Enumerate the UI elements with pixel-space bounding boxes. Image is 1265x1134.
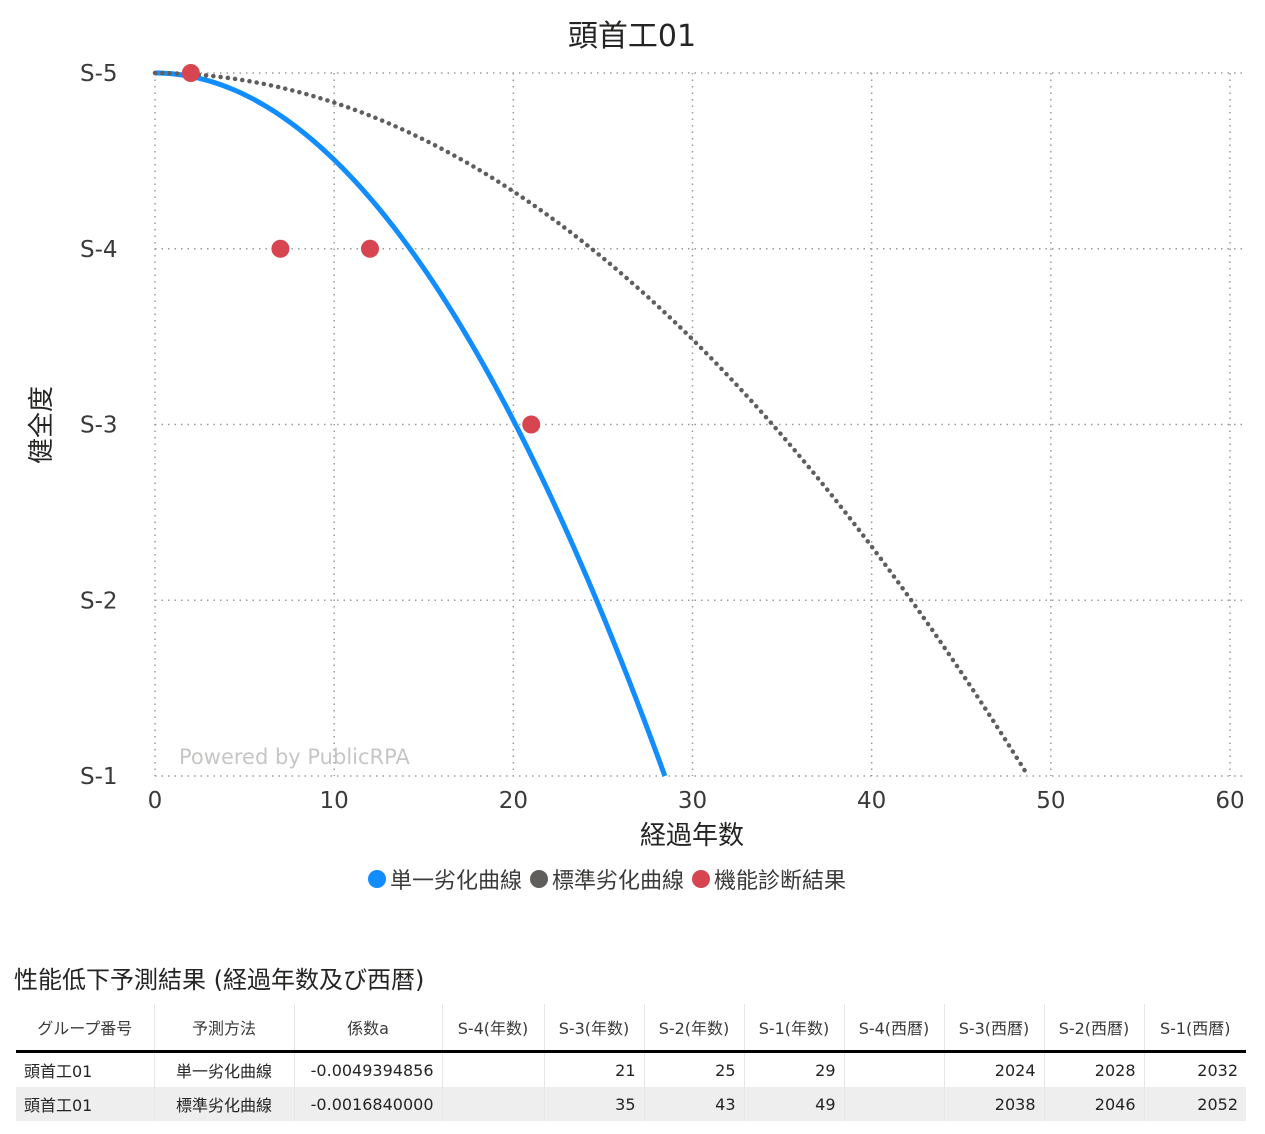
- grid-lines: [154, 72, 1242, 777]
- diagnosis-point: [522, 415, 541, 434]
- x-tick-label: 50: [1036, 788, 1065, 814]
- curves: [152, 70, 1031, 779]
- cell-s3-year: 2024: [943, 1051, 1044, 1087]
- x-tick-label: 60: [1215, 788, 1244, 814]
- x-tick-label: 10: [320, 788, 349, 814]
- chart-title: 頭首工01: [568, 19, 696, 54]
- cell-s1-years: 29: [743, 1051, 844, 1087]
- legend-label: 標準劣化曲線: [552, 869, 685, 894]
- legend-item-diagnosis[interactable]: 機能診断結果: [692, 863, 846, 895]
- cell-group: 頭首工01: [16, 1087, 154, 1121]
- legend-item-single-curve[interactable]: 単一劣化曲線: [368, 863, 522, 895]
- cell-method: 単一劣化曲線: [153, 1051, 294, 1087]
- col-header[interactable]: S-4(年数): [441, 1004, 544, 1053]
- cell-s3-years: 21: [543, 1051, 644, 1087]
- x-tick-label: 30: [678, 788, 707, 814]
- cell-s4-years: [441, 1051, 544, 1087]
- cell-s3-years: 35: [543, 1087, 644, 1121]
- cell-s2-year: 2028: [1043, 1051, 1144, 1087]
- x-tick-label: 0: [148, 788, 163, 814]
- legend-dot-blue-icon: [368, 870, 386, 888]
- diagnosis-point: [361, 239, 379, 258]
- col-header[interactable]: 予測方法: [153, 1004, 294, 1053]
- col-header[interactable]: S-2(西暦): [1043, 1004, 1144, 1053]
- col-header[interactable]: S-2(年数): [643, 1004, 744, 1053]
- single-curve-line: [154, 70, 668, 777]
- cell-s4-years: [441, 1087, 544, 1121]
- legend-item-standard-curve[interactable]: 標準劣化曲線: [530, 863, 684, 895]
- cell-s2-year: 2046: [1043, 1087, 1144, 1121]
- table-row: 頭首工01 単一劣化曲線 -0.0049394856 21 25 29 2024…: [16, 1051, 1246, 1087]
- tick-labels: 0 10 20 30 40 50 60 S-5 S-4 S-3 S-2 S-1: [80, 61, 1245, 814]
- col-header[interactable]: S-4(西暦): [843, 1004, 944, 1053]
- x-tick-label: 40: [857, 788, 886, 814]
- legend-dot-red-icon: [692, 870, 711, 888]
- col-header[interactable]: 係数a: [293, 1004, 442, 1053]
- y-axis-label: 健全度: [27, 386, 57, 464]
- diagnosis-point: [181, 64, 200, 82]
- cell-s1-years: 49: [743, 1087, 844, 1121]
- legend-label: 単一劣化曲線: [390, 869, 523, 894]
- table-title: 性能低下予測結果 (経過年数及び西暦): [14, 966, 425, 994]
- cell-s1-year: 2052: [1143, 1087, 1246, 1121]
- cell-s4-year: [843, 1087, 944, 1121]
- cell-method: 標準劣化曲線: [153, 1087, 294, 1121]
- cell-coefficient: -0.0016840000: [293, 1087, 442, 1121]
- prediction-table: グループ番号 予測方法 係数a S-4(年数) S-3(年数) S-2(年数) …: [16, 1004, 1246, 1121]
- cell-s1-year: 2032: [1143, 1051, 1246, 1087]
- legend-dot-gray-icon: [530, 870, 549, 888]
- col-header[interactable]: S-1(西暦): [1143, 1004, 1246, 1053]
- standard-curve-line: [152, 70, 1031, 779]
- cell-s2-years: 43: [643, 1087, 744, 1121]
- health-chart: 0 10 20 30 40 50 60 S-5 S-4 S-3 S-2 S-1 Powered by …: [27, 19, 1245, 851]
- diagnosis-point: [271, 239, 290, 258]
- cell-group: 頭首工01: [24, 1062, 93, 1081]
- col-header[interactable]: S-3(西暦): [943, 1004, 1044, 1053]
- cell-s3-year: 2038: [943, 1087, 1044, 1121]
- diagnosis-points: [181, 64, 541, 434]
- y-tick-label: S-5: [80, 61, 118, 87]
- col-header[interactable]: S-3(年数): [543, 1004, 644, 1053]
- cell-s2-years: 25: [643, 1051, 744, 1087]
- chart-legend: 単一劣化曲線 標準劣化曲線 機能診断結果: [368, 862, 854, 896]
- x-axis-label: 経過年数: [640, 821, 744, 851]
- legend-label: 機能診断結果: [714, 869, 847, 894]
- y-tick-label: S-1: [80, 764, 118, 790]
- watermark: Powered by PublicRPA: [179, 745, 410, 769]
- col-header[interactable]: S-1(年数): [743, 1004, 844, 1053]
- y-tick-label: S-3: [80, 413, 118, 439]
- table-header-row: グループ番号 予測方法 係数a S-4(年数) S-3(年数) S-2(年数) …: [16, 1004, 1246, 1053]
- col-header[interactable]: グループ番号: [16, 1004, 154, 1053]
- cell-s4-year: [843, 1051, 944, 1087]
- y-tick-label: S-4: [80, 237, 118, 263]
- y-tick-label: S-2: [80, 588, 118, 614]
- table-row: 頭首工01 標準劣化曲線 -0.0016840000 35 43 49 2038…: [16, 1087, 1246, 1121]
- cell-coefficient: -0.0049394856: [293, 1051, 442, 1087]
- x-tick-label: 20: [499, 788, 528, 814]
